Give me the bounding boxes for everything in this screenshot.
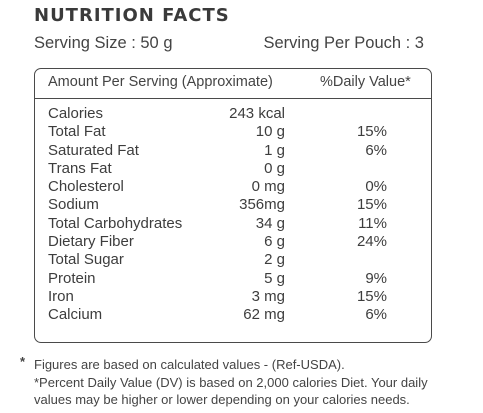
nutrient-name: Dietary Fiber <box>48 233 134 251</box>
nutrient-daily-value: 6% <box>365 306 387 324</box>
nutrient-list: Calories 243 kcal Total Fat 10 g 15% Saturate… <box>35 105 431 325</box>
nutrient-name: Calories <box>48 105 104 122</box>
header-daily-value: %Daily Value* <box>320 74 411 90</box>
nutrient-amount: 0 g <box>264 159 285 177</box>
nutrient-name: Saturated Fat <box>48 141 139 159</box>
nutrient-amount: 243 kcal <box>229 105 285 122</box>
nutrient-daily-value: 15% <box>356 196 387 214</box>
header-amount-per-serving: Amount Per Serving (Approximate) <box>48 74 273 90</box>
nutrient-daily-value: 15% <box>356 287 387 305</box>
nutrient-row: Iron 3 mg 15% <box>35 288 431 306</box>
nutrient-name: Trans Fat <box>48 159 112 177</box>
nutrient-amount: 0 mg <box>251 178 285 196</box>
footnote-daily-value: *Percent Daily Value (DV) is based on 2,… <box>34 375 428 407</box>
nutrient-name: Protein <box>48 269 96 287</box>
nutrition-panel: Amount Per Serving (Approximate) %Daily … <box>34 68 432 343</box>
nutrient-row: Sodium 356mg 15% <box>35 196 431 214</box>
nutrient-row: Calcium 62 mg 6% <box>35 306 431 324</box>
nutrient-name: Total Fat <box>48 123 106 141</box>
panel-header: Amount Per Serving (Approximate) %Daily … <box>35 69 431 99</box>
nutrient-name: Sodium <box>48 196 99 214</box>
nutrient-amount: 2 g <box>264 251 285 269</box>
nutrient-name: Calcium <box>48 306 103 324</box>
nutrient-daily-value: 9% <box>365 269 387 287</box>
nutrient-amount: 1 g <box>264 141 285 159</box>
nutrient-amount: 356mg <box>239 196 285 214</box>
nutrient-row: Total Carbohydrates 34 g 11% <box>35 215 431 233</box>
nutrient-row: Protein 5 g 9% <box>35 270 431 288</box>
serving-per-pouch: Serving Per Pouch : 3 <box>263 34 424 52</box>
nutrient-amount: 62 mg <box>243 306 285 324</box>
nutrient-name: Iron <box>48 287 74 305</box>
nutrient-row: Total Sugar 2 g <box>35 251 431 269</box>
nutrient-amount: 5 g <box>264 269 285 287</box>
nutrient-row: Dietary Fiber 6 g 24% <box>35 233 431 251</box>
nutrient-daily-value: 15% <box>356 123 387 141</box>
nutrient-row: Trans Fat 0 g <box>35 160 431 178</box>
footnote-asterisk: * <box>20 354 26 369</box>
nutrient-daily-value: 11% <box>358 214 387 232</box>
footnote-usda: Figures are based on calculated values -… <box>34 357 345 372</box>
nutrient-row: Total Fat 10 g 15% <box>35 123 431 141</box>
nutrient-row: Cholesterol 0 mg 0% <box>35 178 431 196</box>
nutrient-name: Cholesterol <box>48 178 124 196</box>
nutrient-name: Total Carbohydrates <box>48 214 183 232</box>
nutrient-amount: 3 mg <box>251 287 285 305</box>
nutrient-amount: 6 g <box>264 233 285 251</box>
nutrient-row: Saturated Fat 1 g 6% <box>35 142 431 160</box>
page-title: NUTRITION FACTS <box>34 5 230 26</box>
nutrient-amount: 34 g <box>255 214 285 232</box>
serving-size: Serving Size : 50 g <box>34 34 173 52</box>
nutrient-amount: 10 g <box>255 123 285 141</box>
nutrient-daily-value: 0% <box>365 178 387 196</box>
nutrient-daily-value: 6% <box>365 141 387 159</box>
nutrient-name: Total Sugar <box>48 251 124 269</box>
nutrient-row: Calories 243 kcal <box>35 105 431 123</box>
nutrient-daily-value: 24% <box>356 233 387 251</box>
